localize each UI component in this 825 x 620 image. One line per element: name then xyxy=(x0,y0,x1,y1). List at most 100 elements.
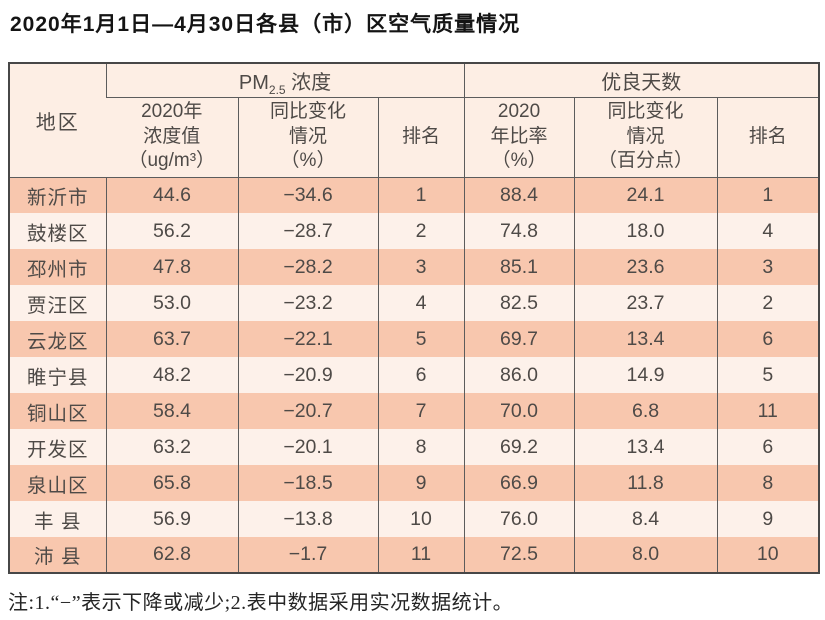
cell-good-change: 23.7 xyxy=(573,285,718,321)
cell-good-change: 6.8 xyxy=(573,393,718,429)
cell-good-ratio: 74.8 xyxy=(463,213,575,249)
cell-pm-value: 44.6 xyxy=(105,177,238,213)
cell-good-change: 11.8 xyxy=(573,465,718,501)
cell-good-ratio: 86.0 xyxy=(463,357,575,393)
table-row: 贾汪区 53.0 −23.2 4 82.5 23.7 2 xyxy=(9,285,820,321)
cell-pm-rank: 10 xyxy=(377,501,465,537)
cell-pm-value: 56.9 xyxy=(105,501,238,537)
cell-good-ratio: 85.1 xyxy=(463,249,575,285)
cell-good-ratio: 82.5 xyxy=(463,285,575,321)
cell-pm-value: 47.8 xyxy=(105,249,238,285)
column-group-good-days: 优良天数 xyxy=(463,63,820,98)
cell-region: 睢宁县 xyxy=(26,366,89,389)
table-row: 开发区 63.2 −20.1 8 69.2 13.4 6 xyxy=(9,429,820,465)
cell-pm-rank: 9 xyxy=(377,465,465,501)
column-header-pm-value: 2020年 浓度值 （ug/m³） xyxy=(106,97,238,178)
cell-pm-change: −20.9 xyxy=(237,357,378,393)
cell-good-ratio: 88.4 xyxy=(463,177,575,213)
cell-region: 铜山区 xyxy=(26,402,89,425)
column-header-good-change: 同比变化 情况 （百分点） xyxy=(573,97,718,178)
cell-region: 云龙区 xyxy=(26,330,89,353)
cell-pm-rank: 6 xyxy=(377,357,465,393)
cell-pm-change: −28.2 xyxy=(237,249,378,285)
cell-good-rank: 9 xyxy=(716,501,820,537)
cell-good-rank: 11 xyxy=(716,393,820,429)
pm25-subscript: 2.5 xyxy=(268,82,286,97)
cell-pm-rank: 4 xyxy=(377,285,465,321)
cell-good-rank: 5 xyxy=(716,357,820,393)
cell-good-change: 13.4 xyxy=(573,429,718,465)
cell-pm-rank: 3 xyxy=(377,249,465,285)
cell-good-rank: 1 xyxy=(716,177,820,213)
cell-pm-rank: 7 xyxy=(377,393,465,429)
cell-pm-rank: 5 xyxy=(377,321,465,357)
cell-region: 邳州市 xyxy=(26,258,89,281)
cell-good-change: 8.0 xyxy=(573,537,718,573)
cell-pm-change: −23.2 xyxy=(237,285,378,321)
cell-region: 新沂市 xyxy=(26,186,89,209)
column-header-good-rank: 排名 xyxy=(716,97,820,178)
column-header-pm-rank: 排名 xyxy=(377,97,465,178)
cell-region: 泉山区 xyxy=(26,474,89,497)
page-title: 2020年1月1日—4月30日各县（市）区空气质量情况 xyxy=(10,13,521,36)
cell-pm-change: −22.1 xyxy=(237,321,378,357)
table-row: 新沂市 44.6 −34.6 1 88.4 24.1 1 xyxy=(9,177,820,213)
table-row: 睢宁县 48.2 −20.9 6 86.0 14.9 5 xyxy=(9,357,820,393)
cell-region: 开发区 xyxy=(26,438,89,461)
table-row: 沛 县 62.8 −1.7 11 72.5 8.0 10 xyxy=(9,537,820,573)
cell-pm-value: 63.7 xyxy=(105,321,238,357)
table-header: 地区 PM2.5 浓度 优良天数 2020年 浓度值 （ug/m³） 同比变化 … xyxy=(9,63,820,178)
cell-good-change: 18.0 xyxy=(573,213,718,249)
cell-good-rank: 6 xyxy=(716,429,820,465)
cell-good-rank: 3 xyxy=(716,249,820,285)
cell-good-ratio: 69.7 xyxy=(463,321,575,357)
air-quality-table: 地区 PM2.5 浓度 优良天数 2020年 浓度值 （ug/m³） 同比变化 … xyxy=(8,62,821,574)
column-group-pm25: PM2.5 浓度 xyxy=(105,63,465,98)
cell-good-rank: 10 xyxy=(716,537,820,573)
cell-good-ratio: 69.2 xyxy=(463,429,575,465)
cell-region: 鼓楼区 xyxy=(26,222,89,245)
cell-good-ratio: 70.0 xyxy=(463,393,575,429)
cell-good-ratio: 76.0 xyxy=(463,501,575,537)
column-header-good-ratio: 2020 年比率 （%） xyxy=(463,97,575,178)
cell-pm-value: 53.0 xyxy=(105,285,238,321)
column-header-region: 地区 xyxy=(9,63,106,178)
cell-pm-change: −20.1 xyxy=(237,429,378,465)
cell-good-rank: 8 xyxy=(716,465,820,501)
cell-good-change: 14.9 xyxy=(573,357,718,393)
cell-pm-value: 63.2 xyxy=(105,429,238,465)
cell-pm-rank: 1 xyxy=(377,177,465,213)
cell-good-rank: 2 xyxy=(716,285,820,321)
cell-pm-change: −34.6 xyxy=(237,177,378,213)
table-row: 邳州市 47.8 −28.2 3 85.1 23.6 3 xyxy=(9,249,820,285)
table-row: 鼓楼区 56.2 −28.7 2 74.8 18.0 4 xyxy=(9,213,820,249)
cell-good-change: 24.1 xyxy=(573,177,718,213)
cell-pm-rank: 11 xyxy=(377,537,465,573)
cell-region: 丰 县 xyxy=(34,510,82,533)
cell-pm-rank: 8 xyxy=(377,429,465,465)
cell-pm-value: 56.2 xyxy=(105,213,238,249)
cell-pm-value: 58.4 xyxy=(105,393,238,429)
pm25-label-prefix: PM xyxy=(238,71,269,94)
cell-good-ratio: 66.9 xyxy=(463,465,575,501)
cell-pm-change: −18.5 xyxy=(237,465,378,501)
cell-good-change: 13.4 xyxy=(573,321,718,357)
table-row: 铜山区 58.4 −20.7 7 70.0 6.8 11 xyxy=(9,393,820,429)
cell-region: 贾汪区 xyxy=(26,294,89,317)
cell-pm-change: −28.7 xyxy=(237,213,378,249)
cell-pm-rank: 2 xyxy=(377,213,465,249)
sub-header-row: 2020年 浓度值 （ug/m³） 同比变化 情况 （%） 排名 2020 年比… xyxy=(9,97,820,178)
cell-good-rank: 6 xyxy=(716,321,820,357)
table-body: 新沂市 44.6 −34.6 1 88.4 24.1 1 鼓楼区 56.2 −2… xyxy=(9,177,820,573)
cell-pm-value: 48.2 xyxy=(105,357,238,393)
cell-pm-change: −1.7 xyxy=(237,537,378,573)
column-header-pm-change: 同比变化 情况 （%） xyxy=(237,97,378,178)
cell-good-ratio: 72.5 xyxy=(463,537,575,573)
cell-pm-value: 62.8 xyxy=(105,537,238,573)
cell-good-change: 23.6 xyxy=(573,249,718,285)
table-row: 云龙区 63.7 −22.1 5 69.7 13.4 6 xyxy=(9,321,820,357)
group-header-row: 地区 PM2.5 浓度 优良天数 xyxy=(9,63,820,178)
pm25-label: PM2.5 浓度 xyxy=(238,71,331,97)
cell-good-rank: 4 xyxy=(716,213,820,249)
